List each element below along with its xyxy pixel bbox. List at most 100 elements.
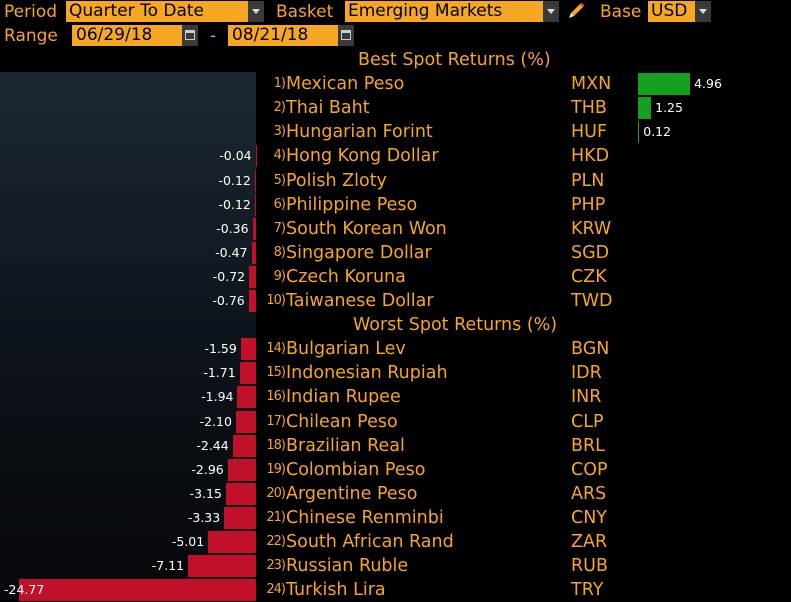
currency-name[interactable]: Turkish Lira bbox=[286, 578, 386, 602]
section-title: Worst Spot Returns (%) bbox=[353, 313, 557, 337]
rank-label: 2) bbox=[261, 96, 285, 120]
period-select[interactable]: Quarter To Date bbox=[66, 1, 248, 22]
section-title: Best Spot Returns (%) bbox=[358, 48, 551, 72]
rank-label: 9) bbox=[261, 265, 285, 289]
value-label: -24.77 bbox=[4, 578, 44, 602]
currency-name[interactable]: Indian Rupee bbox=[286, 385, 401, 409]
currency-code: CNY bbox=[571, 506, 607, 530]
value-bar bbox=[188, 555, 256, 577]
currency-code: CLP bbox=[571, 410, 604, 434]
currency-code: THB bbox=[571, 96, 607, 120]
currency-name[interactable]: Hong Kong Dollar bbox=[286, 144, 439, 168]
currency-name[interactable]: Mexican Peso bbox=[286, 72, 404, 96]
currency-code: BGN bbox=[571, 337, 609, 361]
range-label: Range bbox=[4, 25, 58, 47]
currency-name[interactable]: Chilean Peso bbox=[286, 410, 398, 434]
range-end-field[interactable]: 08/21/18 bbox=[228, 25, 338, 46]
basket-dropdown-icon[interactable] bbox=[543, 1, 559, 22]
currency-name[interactable]: Philippine Peso bbox=[286, 193, 417, 217]
rank-label: 10) bbox=[261, 289, 285, 313]
currency-code: PLN bbox=[571, 169, 604, 193]
currency-name[interactable]: Bulgarian Lev bbox=[286, 337, 406, 361]
value-label: -0.36 bbox=[216, 217, 248, 241]
value-label: 4.96 bbox=[694, 72, 722, 96]
base-select[interactable]: USD bbox=[648, 1, 695, 22]
currency-code: TWD bbox=[571, 289, 612, 313]
currency-name[interactable]: Hungarian Forint bbox=[286, 120, 433, 144]
rank-label: 4) bbox=[261, 144, 285, 168]
currency-name[interactable]: Colombian Peso bbox=[286, 458, 425, 482]
currency-code: ARS bbox=[571, 482, 606, 506]
value-label: -0.76 bbox=[212, 289, 244, 313]
value-bar bbox=[255, 170, 256, 192]
value-bar bbox=[252, 242, 256, 264]
calendar-icon[interactable] bbox=[182, 25, 198, 46]
currency-name[interactable]: Thai Baht bbox=[286, 96, 370, 120]
value-label: -7.11 bbox=[152, 554, 184, 578]
currency-code: PHP bbox=[571, 193, 605, 217]
currency-name[interactable]: Russian Ruble bbox=[286, 554, 408, 578]
currency-code: HUF bbox=[571, 120, 607, 144]
range-dash: - bbox=[210, 25, 216, 47]
currency-code: ZAR bbox=[571, 530, 607, 554]
currency-name[interactable]: South African Rand bbox=[286, 530, 454, 554]
rank-label: 19) bbox=[261, 458, 285, 482]
value-bar bbox=[638, 121, 639, 143]
value-label: -0.72 bbox=[213, 265, 245, 289]
value-label: -3.15 bbox=[190, 482, 222, 506]
value-bar bbox=[240, 362, 256, 384]
calendar-icon[interactable] bbox=[338, 25, 354, 46]
basket-label: Basket bbox=[276, 1, 333, 23]
value-label: -2.96 bbox=[191, 458, 223, 482]
currency-code: COP bbox=[571, 458, 608, 482]
value-bar bbox=[19, 579, 256, 601]
currency-code: KRW bbox=[571, 217, 611, 241]
currency-code: BRL bbox=[571, 434, 605, 458]
range-start-field[interactable]: 06/29/18 bbox=[72, 25, 182, 46]
value-bar bbox=[638, 73, 690, 95]
currency-code: MXN bbox=[571, 72, 611, 96]
base-dropdown-icon[interactable] bbox=[695, 1, 711, 22]
rank-label: 15) bbox=[261, 361, 285, 385]
value-label: -1.94 bbox=[201, 385, 233, 409]
value-bar bbox=[638, 97, 651, 119]
currency-code: TRY bbox=[571, 578, 603, 602]
pencil-icon[interactable] bbox=[566, 1, 586, 21]
value-label: -5.01 bbox=[172, 530, 204, 554]
currency-name[interactable]: Czech Koruna bbox=[286, 265, 406, 289]
value-label: -0.04 bbox=[219, 144, 251, 168]
currency-name[interactable]: Chinese Renminbi bbox=[286, 506, 444, 530]
rank-label: 1) bbox=[261, 72, 285, 96]
period-dropdown-icon[interactable] bbox=[248, 1, 264, 22]
value-bar bbox=[236, 411, 256, 433]
value-label: -0.12 bbox=[219, 169, 251, 193]
value-bar bbox=[226, 483, 256, 505]
value-label: 0.12 bbox=[643, 120, 671, 144]
rank-label: 23) bbox=[261, 554, 285, 578]
value-bar bbox=[249, 290, 256, 312]
value-label: -2.10 bbox=[200, 410, 232, 434]
rank-label: 17) bbox=[261, 410, 285, 434]
currency-code: CZK bbox=[571, 265, 607, 289]
rank-label: 20) bbox=[261, 482, 285, 506]
value-label: -1.59 bbox=[204, 337, 236, 361]
rank-label: 8) bbox=[261, 241, 285, 265]
currency-name[interactable]: South Korean Won bbox=[286, 217, 447, 241]
rank-label: 18) bbox=[261, 434, 285, 458]
rank-label: 21) bbox=[261, 506, 285, 530]
currency-name[interactable]: Polish Zloty bbox=[286, 169, 387, 193]
value-bar bbox=[241, 338, 256, 360]
rank-label: 6) bbox=[261, 193, 285, 217]
basket-select[interactable]: Emerging Markets bbox=[345, 1, 543, 22]
currency-name[interactable]: Argentine Peso bbox=[286, 482, 418, 506]
currency-name[interactable]: Taiwanese Dollar bbox=[286, 289, 434, 313]
value-bar bbox=[224, 507, 256, 529]
toolbar: Period Quarter To Date Basket Emerging M… bbox=[0, 0, 791, 48]
value-bar bbox=[237, 386, 256, 408]
currency-name[interactable]: Brazilian Real bbox=[286, 434, 405, 458]
currency-name[interactable]: Singapore Dollar bbox=[286, 241, 432, 265]
currency-name[interactable]: Indonesian Rupiah bbox=[286, 361, 448, 385]
value-bar bbox=[253, 218, 256, 240]
value-label: -3.33 bbox=[188, 506, 220, 530]
value-label: -0.47 bbox=[215, 241, 247, 265]
